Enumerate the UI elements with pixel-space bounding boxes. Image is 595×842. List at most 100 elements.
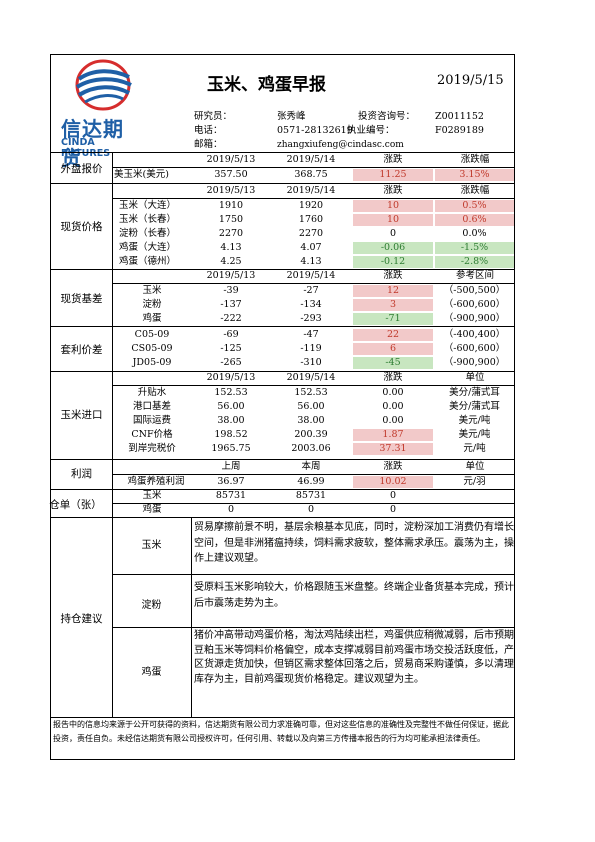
- table-cell: 357.50: [214, 169, 248, 180]
- report-sheet: 信达期货 CINDA FUTURES 玉米、鸡蛋早报 2019/5/15 研究员…: [49, 54, 515, 760]
- table-cell: 1920: [298, 200, 324, 211]
- col-header: 涨跌: [383, 372, 403, 383]
- table-cell: -310: [300, 357, 322, 368]
- report-date: 2019/5/15: [437, 73, 504, 88]
- table-cell: 10: [353, 214, 433, 226]
- table-cell: -2.8%: [435, 256, 514, 268]
- report-title: 玉米、鸡蛋早报: [207, 75, 326, 95]
- divider: [51, 371, 514, 372]
- table-cell: 11.25: [353, 169, 433, 181]
- table-cell: 0.00: [382, 387, 404, 398]
- table-cell: 2003.06: [291, 443, 331, 454]
- table-cell: -1.5%: [435, 242, 514, 254]
- col-header: 涨跌: [383, 270, 403, 281]
- table-cell: 4.13: [220, 242, 242, 253]
- table-cell: 12: [353, 285, 433, 297]
- table-cell: 1750: [218, 214, 244, 225]
- section-warehouse: 仓单（张）: [49, 499, 102, 511]
- table-cell: 1760: [298, 214, 324, 225]
- table-cell: 2270: [218, 228, 244, 239]
- table-cell: 56.00: [297, 401, 325, 412]
- table-cell: 0.6%: [435, 214, 514, 226]
- table-cell: 0: [389, 490, 397, 501]
- table-cell: （-600,600）: [443, 343, 506, 354]
- col-header: 涨跌: [383, 154, 403, 165]
- table-cell: 1910: [218, 200, 244, 211]
- col-header: 2019/5/14: [286, 372, 336, 383]
- phone-number: 0571-28132619: [277, 125, 353, 136]
- table-cell: 0.5%: [435, 200, 514, 212]
- logo-globe-icon: [75, 59, 132, 111]
- table-cell: 元/吨: [463, 443, 486, 454]
- table-cell: 46.99: [297, 476, 325, 487]
- table-cell: （-900,900）: [443, 313, 506, 324]
- row-label: 淀粉: [142, 299, 162, 310]
- table-cell: 0: [389, 504, 397, 515]
- section-profit: 利润: [71, 468, 92, 480]
- col-header: 上周: [221, 461, 241, 472]
- table-cell: 0: [307, 504, 315, 515]
- table-cell: 0.00: [382, 415, 404, 426]
- table-cell: 6: [353, 343, 433, 355]
- table-cell: -0.06: [353, 242, 433, 254]
- col-header: 涨跌: [383, 461, 403, 472]
- divider: [51, 183, 514, 184]
- table-cell: （-600,600）: [443, 299, 506, 310]
- table-cell: -39: [223, 285, 239, 296]
- row-label: 玉米（大连）: [119, 200, 177, 211]
- section-import: 玉米进口: [60, 409, 103, 421]
- row-label: 到岸完税价: [128, 443, 176, 454]
- divider: [51, 459, 514, 460]
- table-cell: 美元/吨: [458, 415, 491, 426]
- divider: [112, 152, 113, 717]
- row-label: 港口基差: [132, 401, 171, 412]
- table-cell: 4.13: [300, 256, 322, 267]
- col-header: 涨跌: [383, 185, 403, 196]
- advice-text-egg: 猪价冲高带动鸡蛋价格，淘汰鸡陆续出栏，鸡蛋供应稍微减弱，后市预期豆粕玉米等饲料价…: [194, 630, 514, 685]
- table-cell: 美分/蒲式耳: [449, 387, 500, 398]
- table-cell: -71: [353, 313, 433, 325]
- table-cell: -45: [353, 357, 433, 369]
- divider: [51, 517, 514, 518]
- table-cell: -119: [300, 343, 322, 354]
- table-cell: 0: [389, 228, 397, 239]
- section-advice: 持仓建议: [60, 613, 103, 625]
- section-arbitrage: 套利价差: [60, 344, 103, 356]
- table-cell: -137: [220, 299, 242, 310]
- table-cell: 1965.75: [211, 443, 251, 454]
- section-spot: 现货价格: [60, 221, 103, 233]
- email-link[interactable]: zhangxiufeng@cindasc.com: [277, 140, 404, 150]
- row-label: 淀粉（长春）: [119, 228, 177, 239]
- table-cell: 4.25: [220, 256, 242, 267]
- table-cell: 10: [353, 200, 433, 212]
- table-cell: -222: [220, 313, 242, 324]
- col-header: 参考区间: [455, 270, 494, 281]
- table-cell: 37.31: [353, 443, 433, 455]
- row-label: 玉米: [142, 490, 162, 501]
- row-label: JD05-09: [132, 357, 172, 368]
- table-cell: -69: [223, 329, 239, 340]
- advice-label-corn: 玉米: [141, 540, 162, 551]
- table-cell: 4.07: [300, 242, 322, 253]
- divider: [51, 489, 514, 490]
- table-cell: -134: [300, 299, 322, 310]
- divider: [51, 717, 514, 718]
- practice-label: 执业编号：: [347, 125, 395, 136]
- advice-text-corn: 贸易摩擦前景不明，基层余粮基本见底，同时，淀粉深加工消费仍有增长空间，但是非洲猪…: [194, 522, 514, 564]
- table-cell: 198.52: [214, 429, 248, 440]
- consult-label: 投资咨询号：: [358, 111, 416, 122]
- col-header: 2019/5/14: [286, 154, 336, 165]
- row-label: 玉米: [142, 285, 162, 296]
- table-cell: 0: [227, 504, 235, 515]
- row-label: 鸡蛋: [142, 504, 162, 515]
- phone-label: 电话：: [194, 125, 223, 136]
- disclaimer: 报告中的信息均来源于公开可获得的资料，信达期货有限公司力求准确可靠，但对这些信息…: [53, 720, 509, 743]
- table-cell: 368.75: [294, 169, 328, 180]
- table-cell: -293: [300, 313, 322, 324]
- col-header: 2019/5/13: [206, 372, 256, 383]
- table-cell: 200.39: [294, 429, 328, 440]
- advice-text-starch: 受原料玉米影响较大，价格跟随玉米盘整。终端企业备货基本完成，预计后市震荡走势为主…: [194, 582, 514, 609]
- col-header: 2019/5/13: [206, 154, 256, 165]
- table-cell: 3: [353, 299, 433, 311]
- email-label: 邮箱：: [194, 139, 223, 150]
